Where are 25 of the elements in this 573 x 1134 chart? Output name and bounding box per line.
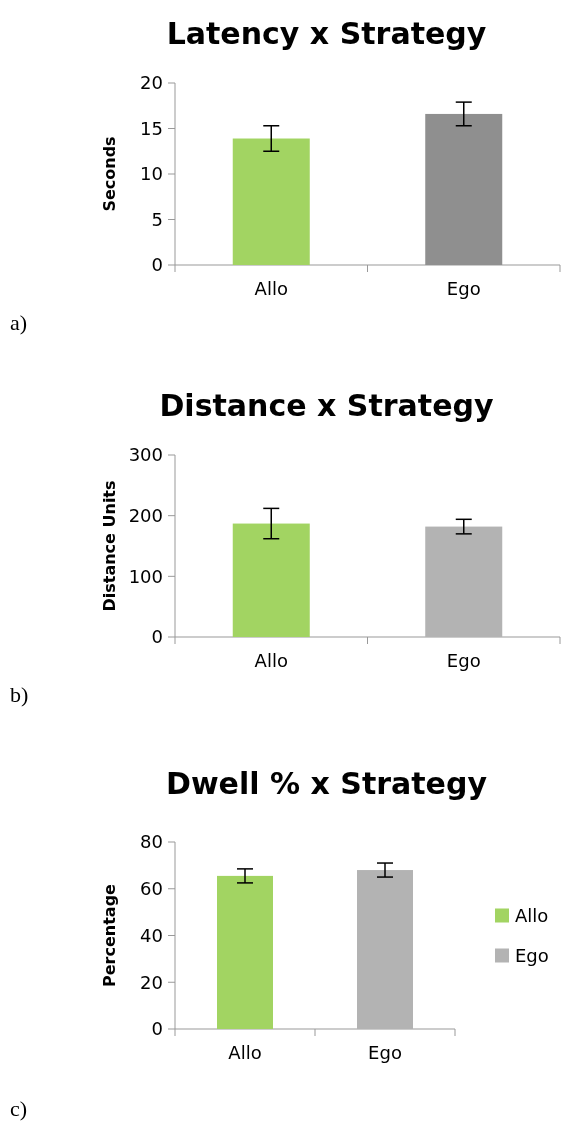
y-tick-label: 20 [140, 72, 163, 94]
y-axis-title: Seconds [100, 136, 119, 212]
y-tick-label: 60 [140, 878, 163, 900]
y-axis-title: Percentage [100, 883, 119, 987]
chart-title: Distance x Strategy [159, 388, 494, 423]
chart-title: Latency x Strategy [166, 16, 487, 51]
legend-label: Allo [515, 904, 549, 926]
y-tick-label: 0 [151, 254, 163, 276]
y-axis-title: Distance Units [100, 480, 119, 612]
y-tick-label: 300 [128, 444, 163, 466]
y-tick-label: 15 [140, 117, 163, 139]
y-tick-label: 0 [151, 1018, 163, 1040]
y-tick-label: 0 [151, 626, 163, 648]
chart-title: Dwell % x Strategy [166, 766, 488, 801]
text: a) [10, 310, 28, 335]
y-tick-label: 100 [128, 565, 163, 587]
y-tick-label: 10 [140, 163, 163, 185]
y-tick-label: 5 [151, 208, 163, 230]
y-tick-label: 40 [140, 924, 163, 946]
y-tick-label: 200 [128, 504, 163, 526]
text: b) [10, 682, 29, 707]
legend-label: Ego [515, 944, 549, 966]
y-tick-label: 20 [140, 971, 163, 993]
text: c) [10, 1096, 28, 1121]
y-tick-label: 80 [140, 831, 163, 853]
